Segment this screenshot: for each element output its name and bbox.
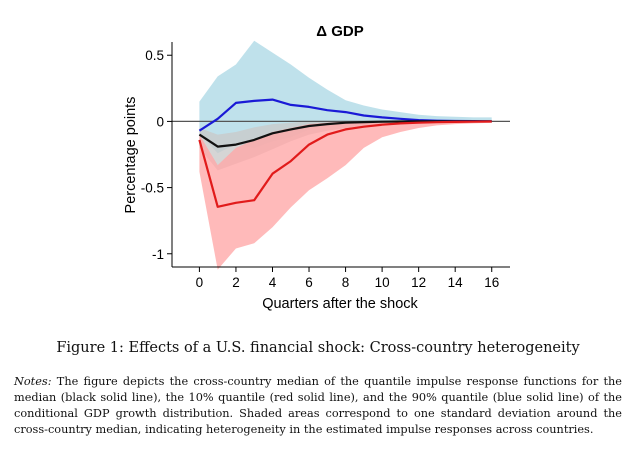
x-tick-label: 2 (232, 275, 240, 290)
notes-label: Notes: (14, 375, 52, 388)
x-tick-label: 6 (305, 275, 313, 290)
y-axis-ticks: 0.5 0 -0.5 -1 (141, 48, 172, 262)
shaded-bands (199, 40, 492, 270)
x-tick-label: 12 (411, 275, 426, 290)
figure-notes: Notes: The figure depicts the cross-coun… (14, 374, 622, 438)
x-tick-label: 0 (196, 275, 204, 290)
x-tick-label: 8 (342, 275, 350, 290)
x-tick-label: 4 (269, 275, 277, 290)
x-axis-ticks: 0 2 4 6 8 10 12 14 16 (196, 267, 499, 290)
y-tick-label: 0.5 (145, 48, 164, 63)
x-axis-label: Quarters after the shock (262, 296, 418, 312)
x-tick-label: 10 (375, 275, 390, 290)
y-tick-label: -0.5 (141, 181, 164, 196)
y-tick-label: 0 (156, 114, 164, 129)
x-tick-label: 14 (448, 275, 464, 290)
notes-text: The figure depicts the cross-country med… (14, 375, 622, 436)
chart-title: Δ GDP (316, 23, 363, 40)
impulse-response-chart: Δ GDP 0.5 0 -0.5 -1 0 2 4 6 8 10 12 14 16 Quarters … (123, 23, 510, 312)
series-lines (198, 98, 492, 208)
y-axis-label: Percentage points (123, 97, 139, 214)
band-q10 (199, 121, 492, 270)
y-tick-label: -1 (152, 247, 164, 262)
figure-caption: Figure 1: Effects of a U.S. financial sh… (56, 340, 580, 356)
x-tick-label: 16 (484, 275, 499, 290)
series-line-q10 (198, 120, 492, 208)
